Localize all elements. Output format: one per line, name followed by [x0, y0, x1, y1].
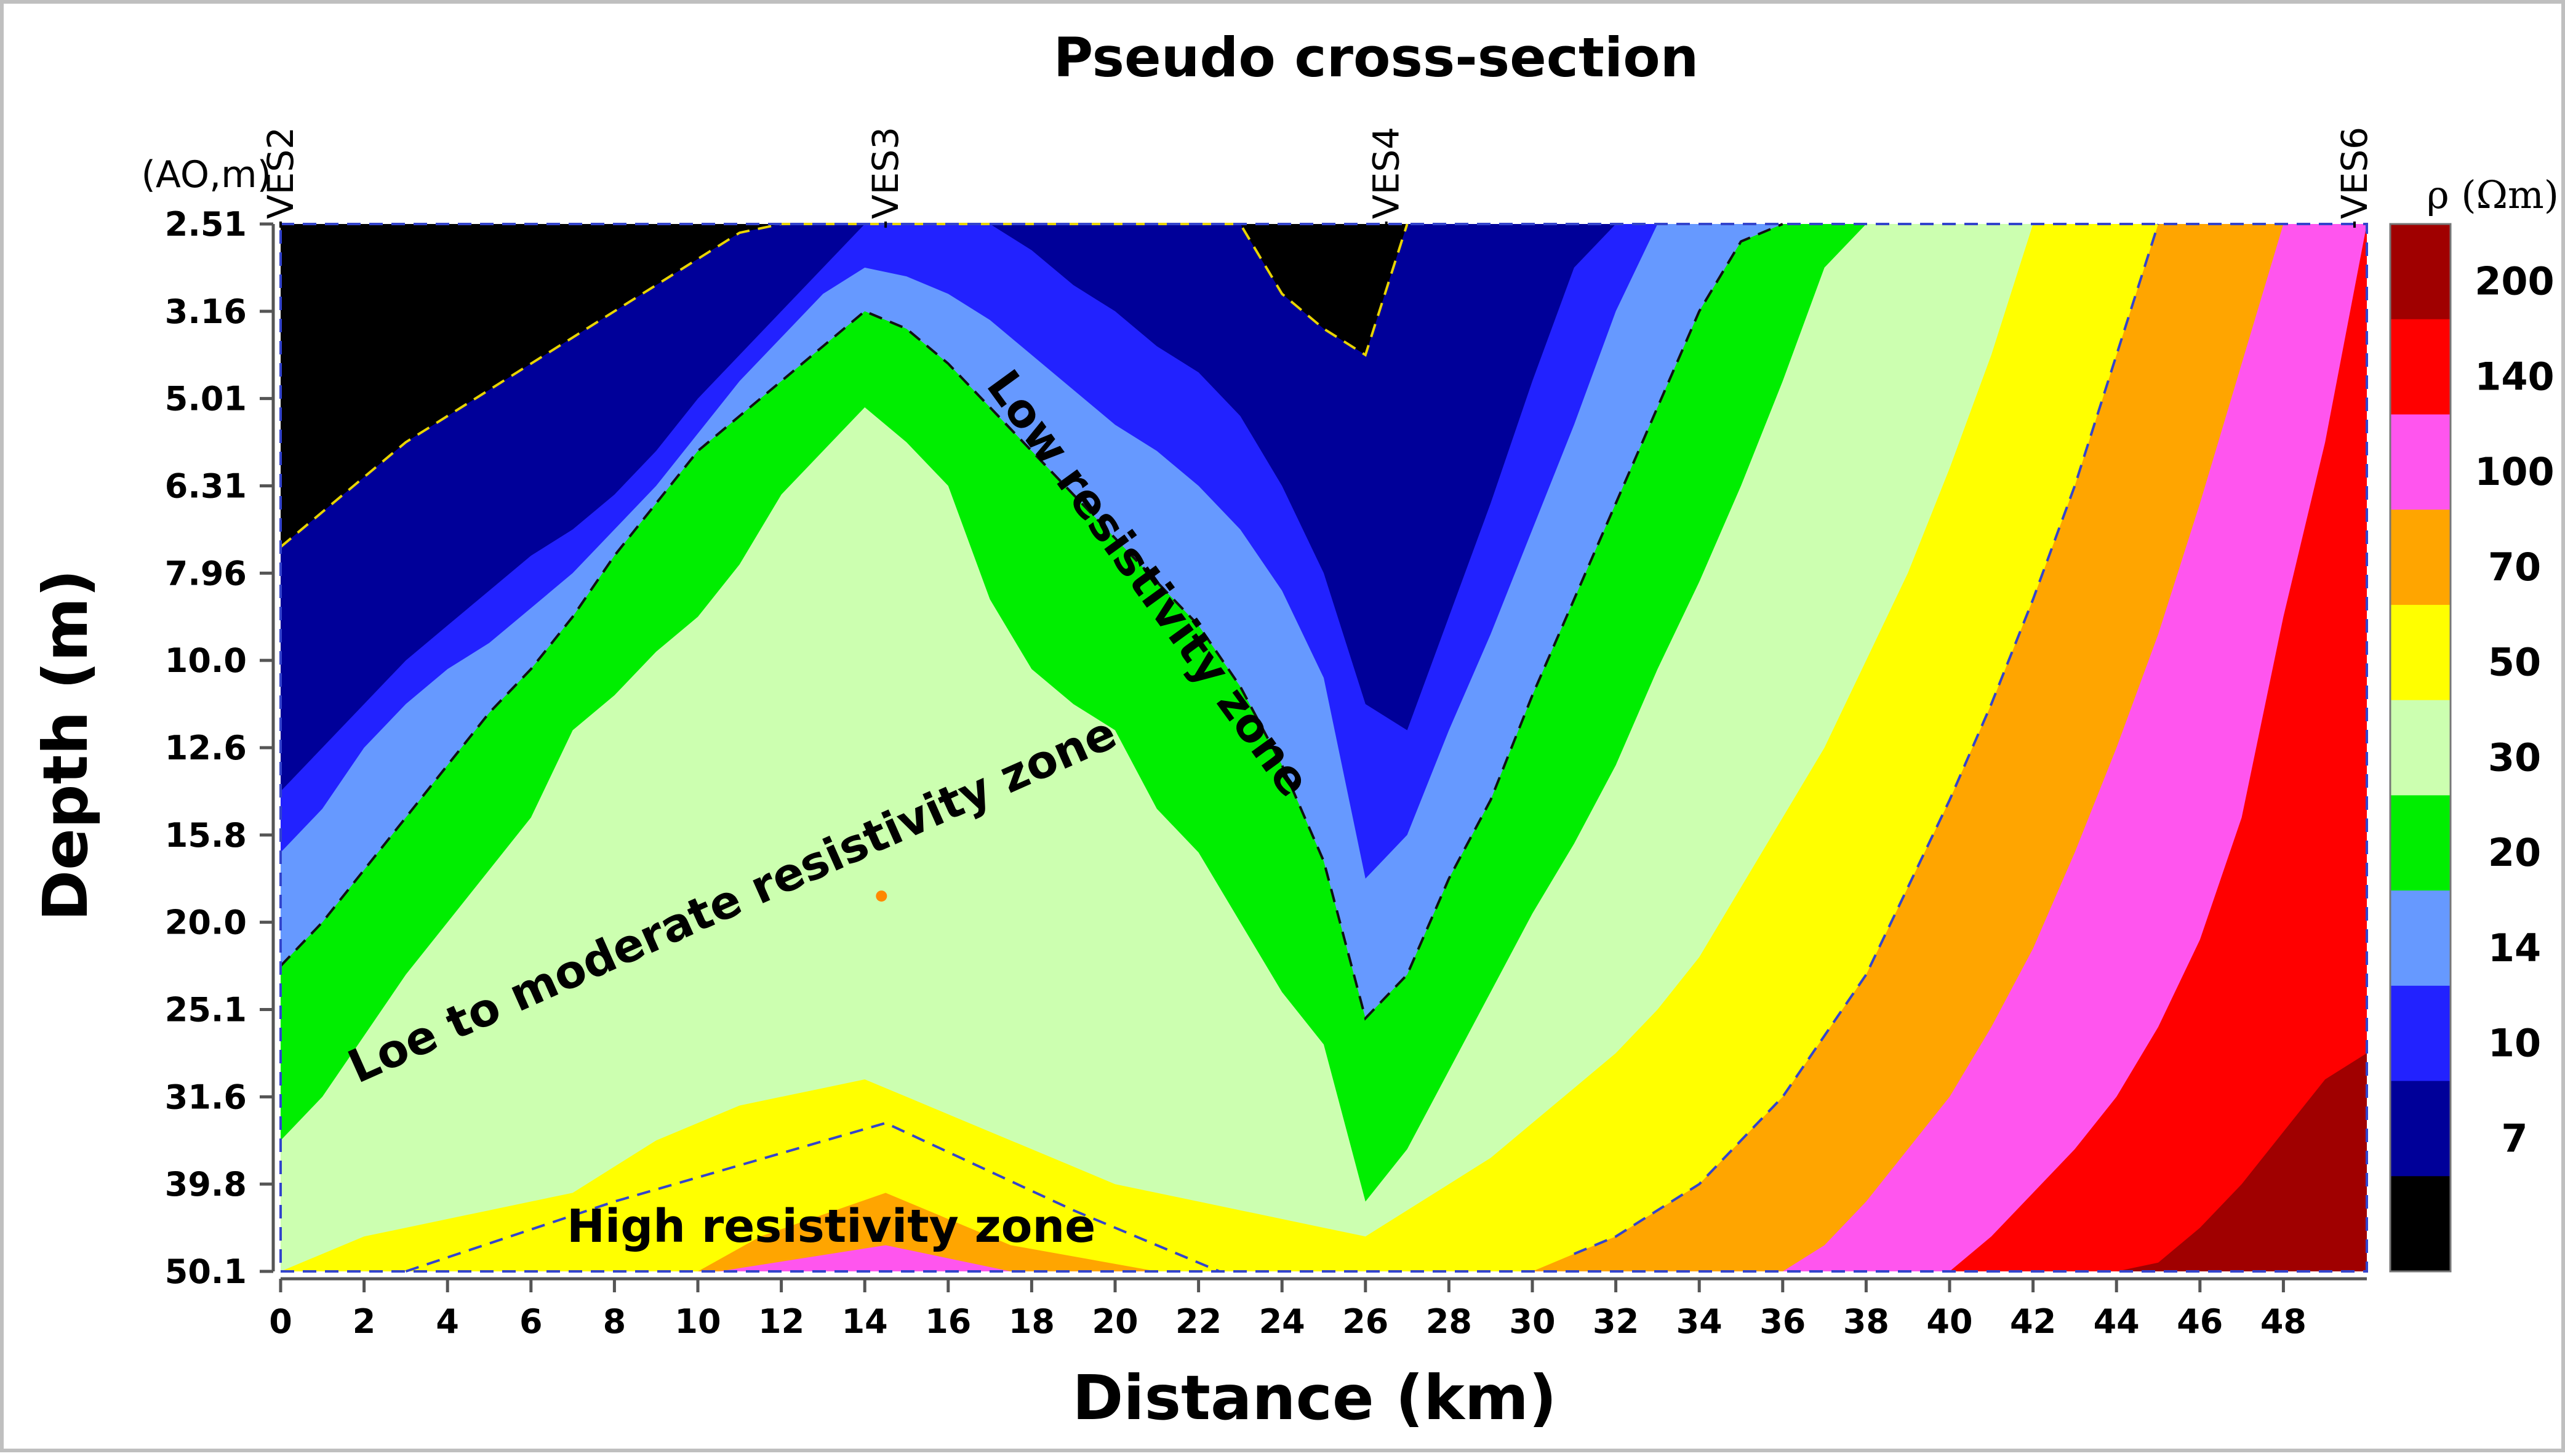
x-tick-label: 46	[2177, 1302, 2223, 1341]
x-tick-label: 36	[1759, 1302, 1806, 1341]
sounding-label: VES2	[260, 127, 302, 219]
resistivity-pseudo-section-chart: Pseudo cross-section (AO,m) Depth (m) Di…	[30, 26, 2559, 1434]
high-100-140-lens	[698, 1193, 1157, 1271]
x-tick-label: 0	[269, 1302, 292, 1341]
x-tick-label: 28	[1426, 1302, 1472, 1341]
x-tick-label: 18	[1009, 1302, 1055, 1341]
colorbar-swatch	[2390, 1176, 2451, 1272]
y-tick-label: 20.0	[165, 903, 247, 942]
x-tick-label: 4	[436, 1302, 459, 1341]
colorbar-label: 20	[2488, 830, 2541, 875]
band-50-70-patch	[748, 774, 994, 1062]
x-axis-label: Distance (km)	[1072, 1362, 1556, 1434]
y-tick-label: 31.6	[165, 1078, 247, 1116]
x-tick-label: 6	[519, 1302, 543, 1341]
y-tick-label: 10.0	[165, 641, 247, 680]
y-tick-label: 15.8	[165, 816, 247, 855]
chart-title: Pseudo cross-section	[1054, 26, 1699, 89]
x-tick-label: 44	[2094, 1302, 2140, 1341]
max-point-marker	[876, 890, 887, 902]
x-tick-label: 34	[1676, 1302, 1723, 1341]
colorbar-swatch	[2390, 700, 2451, 796]
y-tick-label: 6.31	[165, 467, 247, 506]
x-tick-label: 48	[2260, 1302, 2307, 1341]
x-tick-label: 38	[1843, 1302, 1889, 1341]
x-tick-label: 12	[758, 1302, 804, 1341]
high-140-200-lens	[718, 1245, 1011, 1271]
colorbar-swatch	[2390, 985, 2451, 1082]
colorbar-swatch	[2390, 795, 2451, 891]
x-tick-label: 16	[925, 1302, 971, 1341]
x-tick-label: 2	[353, 1302, 376, 1341]
sounding-label: VES4	[1366, 127, 1407, 219]
x-tick-label: 8	[603, 1302, 626, 1341]
x-tick-label: 24	[1259, 1302, 1305, 1341]
colorbar-label: 50	[2488, 640, 2541, 685]
x-tick-label: 26	[1342, 1302, 1388, 1341]
y-tick-label: 3.16	[165, 292, 247, 331]
colorbar-label: 7	[2501, 1116, 2527, 1161]
colorbar-label: 140	[2475, 354, 2554, 399]
x-tick-label: 22	[1175, 1302, 1222, 1341]
band-above-70	[281, 224, 2367, 1271]
annotation-high-resistivity: High resistivity zone	[567, 1200, 1095, 1253]
x-tick-label: 42	[2010, 1302, 2056, 1341]
colorbar-label: 14	[2488, 926, 2541, 970]
colorbar-label: 70	[2488, 545, 2541, 590]
colorbar-swatch	[2390, 890, 2451, 986]
y-tick-label: 39.8	[165, 1165, 247, 1204]
colorbar-title: ρ (Ωm)	[2427, 172, 2559, 217]
y-tick-label: 50.1	[165, 1252, 247, 1291]
colorbar-swatch	[2390, 414, 2451, 510]
colorbar-label: 10	[2488, 1021, 2541, 1066]
colorbar: 200 140 100 70 50 30 20 14 10 7	[2389, 223, 2555, 1273]
y-tick-label: 12.6	[165, 729, 247, 767]
x-tick-label: 40	[1926, 1302, 1972, 1341]
y-axis-label: Depth (m)	[30, 569, 102, 921]
x-tick-label: 10	[674, 1302, 721, 1341]
colorbar-swatch	[2390, 224, 2451, 320]
colorbar-swatch	[2390, 604, 2451, 701]
high-70-100-lens	[406, 1122, 1220, 1271]
band-above-140	[281, 224, 2367, 1271]
contour-line-20	[279, 223, 1783, 1021]
sounding-labels: VES2 VES3 VES4 VES6	[260, 127, 2375, 228]
depth-header: (AO,m)	[141, 153, 271, 196]
y-tick-label: 2.51	[165, 205, 247, 244]
x-tick-label: 30	[1509, 1302, 1555, 1341]
plot-area: 0 2 4 6 8 10 12 14 16 18 20 22 24 26 28 30 32 34 36 38 40 42 4…	[165, 205, 2368, 1341]
section-outline	[279, 223, 2368, 1273]
colorbar-label: 200	[2475, 259, 2554, 304]
contour-line-70-lens	[405, 1121, 1220, 1273]
colorbar-swatch	[2390, 1081, 2451, 1177]
contour-line-70	[1574, 223, 2159, 1255]
colorbar-label: 100	[2475, 449, 2554, 494]
y-tick-label: 7.96	[165, 554, 247, 593]
sounding-label: VES3	[865, 127, 906, 219]
y-tick-label: 25.1	[165, 991, 247, 1030]
colorbar-label: 30	[2488, 735, 2541, 780]
sounding-label: VES6	[2334, 127, 2375, 219]
x-tick-label: 14	[842, 1302, 888, 1341]
x-tick-label: 20	[1092, 1302, 1138, 1341]
x-tick-label: 32	[1593, 1302, 1639, 1341]
colorbar-border	[2389, 223, 2452, 1273]
colorbar-swatch	[2390, 319, 2451, 415]
colorbar-swatch	[2390, 510, 2451, 606]
y-tick-label: 5.01	[165, 380, 247, 418]
